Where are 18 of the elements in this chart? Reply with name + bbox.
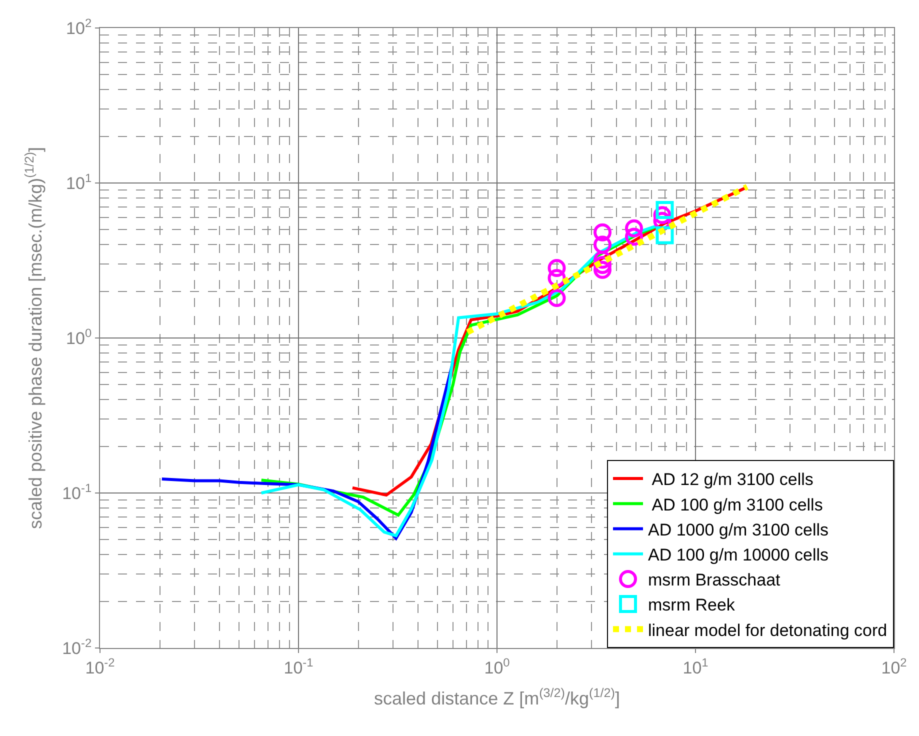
legend-label: msrm Brasschaat	[648, 570, 781, 590]
x-tick-label: 10$^{2}$	[881, 655, 908, 678]
x-tick-label: 10$^{-1}$	[284, 655, 314, 678]
x-tick-label: 10$^{1}$	[682, 655, 709, 678]
y-tick-label: 10$^{-1}$	[62, 480, 92, 503]
x-axis-title: scaled distance Z [m$^{(3/2)}$/kg$^{(1/2)}$]	[374, 686, 620, 708]
legend-label: AD 1000 g/m 3100 cells	[648, 520, 828, 540]
legend-label: AD 100 g/m 10000 cells	[648, 545, 828, 564]
x-tick-label: 10$^{0}$	[484, 655, 510, 678]
legend-label: msrm Reek	[648, 596, 736, 615]
y-tick-label: 10$^{2}$	[66, 16, 92, 38]
y-tick-label: 10$^{1}$	[66, 170, 92, 193]
y-tick-label: 10$^{-2}$	[62, 636, 92, 658]
legend-label: AD 100 g/m 3100 cells	[648, 495, 823, 514]
legend-label: linear model for detonating cord	[648, 620, 888, 640]
y-tick-label: 10$^{0}$	[66, 326, 92, 348]
legend-label: AD 12 g/m 3100 cells	[648, 470, 814, 490]
x-tick-label: 10$^{-2}$	[85, 655, 116, 678]
